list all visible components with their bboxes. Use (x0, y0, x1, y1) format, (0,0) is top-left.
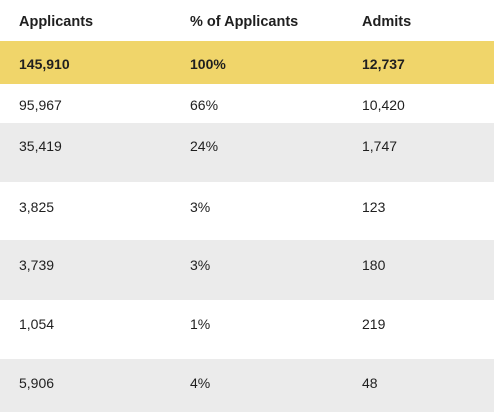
total-percent: 100% (190, 56, 226, 72)
cell-admits: 180 (362, 257, 386, 273)
cell-applicants: 95,967 (19, 97, 62, 113)
column-header-applicants: Applicants (19, 14, 94, 30)
table-row: 3,825 3% 123 (0, 182, 494, 240)
cell-admits: 48 (362, 375, 378, 391)
cell-applicants: 1,054 (19, 316, 55, 332)
table-row: 35,419 24% 1,747 (0, 123, 494, 182)
cell-percent: 24% (190, 138, 219, 154)
column-header-admits: Admits (362, 14, 412, 30)
table-row: 1,054 1% 219 (0, 300, 494, 359)
cell-admits: 123 (362, 199, 386, 215)
cell-percent: 3% (190, 257, 211, 273)
cell-admits: 1,747 (362, 138, 398, 154)
table-total-row: 145,910 100% 12,737 (0, 41, 494, 84)
total-admits: 12,737 (362, 56, 405, 72)
table-row: 5,906 4% 48 (0, 359, 494, 412)
cell-percent: 1% (190, 316, 211, 332)
table-row: 95,967 66% 10,420 (0, 84, 494, 123)
total-applicants: 145,910 (19, 56, 70, 72)
table-row: 3,739 3% 180 (0, 240, 494, 300)
cell-percent: 3% (190, 199, 211, 215)
cell-applicants: 3,825 (19, 199, 55, 215)
cell-admits: 219 (362, 316, 386, 332)
column-header-percent-of-applicants: % of Applicants (190, 14, 299, 30)
cell-percent: 66% (190, 97, 219, 113)
cell-applicants: 35,419 (19, 138, 62, 154)
cell-admits: 10,420 (362, 97, 405, 113)
table-header-row: Applicants % of Applicants Admits (0, 0, 494, 41)
cell-percent: 4% (190, 375, 211, 391)
cell-applicants: 3,739 (19, 257, 55, 273)
cell-applicants: 5,906 (19, 375, 55, 391)
